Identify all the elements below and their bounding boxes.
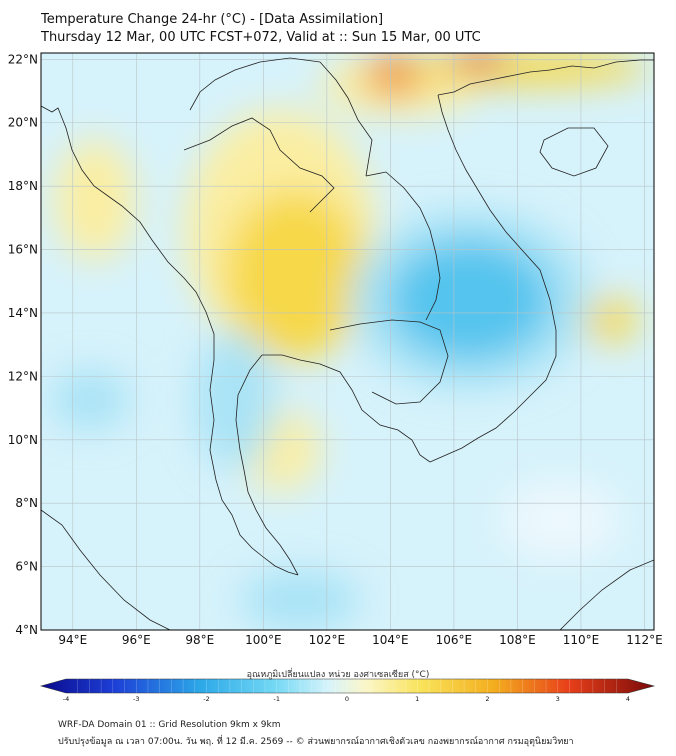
hot-spot-northeast bbox=[450, 53, 506, 70]
colorbar-tick-label: -2 bbox=[203, 695, 209, 703]
border-cambodia bbox=[329, 319, 449, 405]
borneo-coast bbox=[559, 559, 654, 630]
cool-area-andaman bbox=[195, 330, 275, 470]
colorbar-tick-label: 2 bbox=[485, 695, 489, 703]
colorbar: -4 -3 -2 -1 0 1 2 3 4 bbox=[39, 678, 656, 703]
coastline-hainan bbox=[539, 127, 609, 177]
lat-label: 18°N bbox=[8, 179, 38, 193]
colorbar-tick-label: 4 bbox=[626, 695, 630, 703]
pale-area-southeast bbox=[500, 480, 620, 560]
cool-area-indochina bbox=[390, 240, 550, 360]
coastline-thai-peninsula bbox=[231, 514, 299, 576]
lat-label: 22°N bbox=[8, 52, 38, 66]
lat-label: 16°N bbox=[8, 243, 38, 257]
lat-label: 14°N bbox=[8, 306, 38, 320]
colorbar-tick-label: 1 bbox=[415, 695, 419, 703]
warm-area-west bbox=[55, 140, 135, 260]
lon-label: 96°E bbox=[122, 633, 151, 647]
coastline-china bbox=[437, 59, 654, 96]
colorbar-segments bbox=[77, 679, 617, 693]
lat-label: 10°N bbox=[8, 433, 38, 447]
colorbar-strip bbox=[39, 678, 656, 694]
colorbar-tick-label: -1 bbox=[274, 695, 280, 703]
lon-label: 94°E bbox=[58, 633, 87, 647]
warm-area-central-thailand bbox=[225, 190, 365, 360]
lon-label: 110°E bbox=[563, 633, 600, 647]
coastline-myanmar-bangladesh bbox=[41, 105, 233, 516]
colorbar-tick-label: 3 bbox=[556, 695, 560, 703]
border-myanmar-china bbox=[189, 57, 321, 111]
gridlines bbox=[41, 53, 654, 630]
plot-frame bbox=[40, 52, 655, 631]
temperature-field bbox=[41, 53, 654, 630]
warm-area-scs bbox=[582, 298, 638, 342]
border-thai-myanmar bbox=[183, 117, 335, 213]
lat-label: 12°N bbox=[8, 369, 38, 383]
lon-label: 100°E bbox=[245, 633, 282, 647]
colorbar-ticks: -4 -3 -2 -1 0 1 2 3 4 bbox=[63, 695, 630, 703]
footer-update-info: ปรับปรุงข้อมูล ณ เวลา 07:00น. วัน พฤ. ที… bbox=[58, 737, 574, 747]
cool-area-bay bbox=[50, 370, 130, 430]
map-subtitle: Thursday 12 Mar, 00 UTC FCST+072, Valid … bbox=[41, 30, 481, 45]
colorbar-tick-label: -4 bbox=[63, 695, 69, 703]
land-outlines bbox=[41, 57, 654, 630]
coastline-vietnam bbox=[429, 94, 557, 463]
hot-spot-north bbox=[365, 55, 425, 95]
coastline-peninsula-east bbox=[235, 354, 299, 576]
cool-area-south bbox=[240, 570, 360, 630]
lat-label: 6°N bbox=[15, 560, 38, 574]
lon-label: 98°E bbox=[185, 633, 214, 647]
colorbar-tick-label: 0 bbox=[345, 695, 349, 703]
map-title: Temperature Change 24-hr (°C) - [Data As… bbox=[41, 12, 384, 27]
longitude-axis: 94°E 96°E 98°E 100°E 102°E 104°E 106°E 108°E 110… bbox=[58, 633, 662, 647]
colorbar-title: อุณหภูมิเปลี่ยนแปลง หน่วย องศาเซลเซียส (… bbox=[246, 670, 430, 680]
footer-model-info: WRF-DA Domain 01 :: Grid Resolution 9km … bbox=[58, 720, 281, 730]
lon-label: 108°E bbox=[499, 633, 536, 647]
border-china-laos bbox=[319, 61, 373, 177]
lat-label: 4°N bbox=[15, 623, 38, 637]
lon-label: 102°E bbox=[309, 633, 346, 647]
latitude-axis: 22°N 20°N 18°N 16°N 14°N 12°N 10°N 8°N 6°N 4°N bbox=[8, 52, 38, 637]
warm-area-guangxi bbox=[410, 53, 650, 86]
lon-label: 104°E bbox=[372, 633, 409, 647]
lon-label: 106°E bbox=[436, 633, 473, 647]
lat-label: 8°N bbox=[15, 496, 38, 510]
lon-label: 112°E bbox=[626, 633, 663, 647]
lat-label: 20°N bbox=[8, 116, 38, 130]
coastline-gulf-of-thailand bbox=[262, 354, 431, 463]
colorbar-tick-label: -3 bbox=[133, 695, 139, 703]
sumatra-coast bbox=[41, 509, 171, 630]
border-laos-vietnam bbox=[365, 171, 441, 321]
